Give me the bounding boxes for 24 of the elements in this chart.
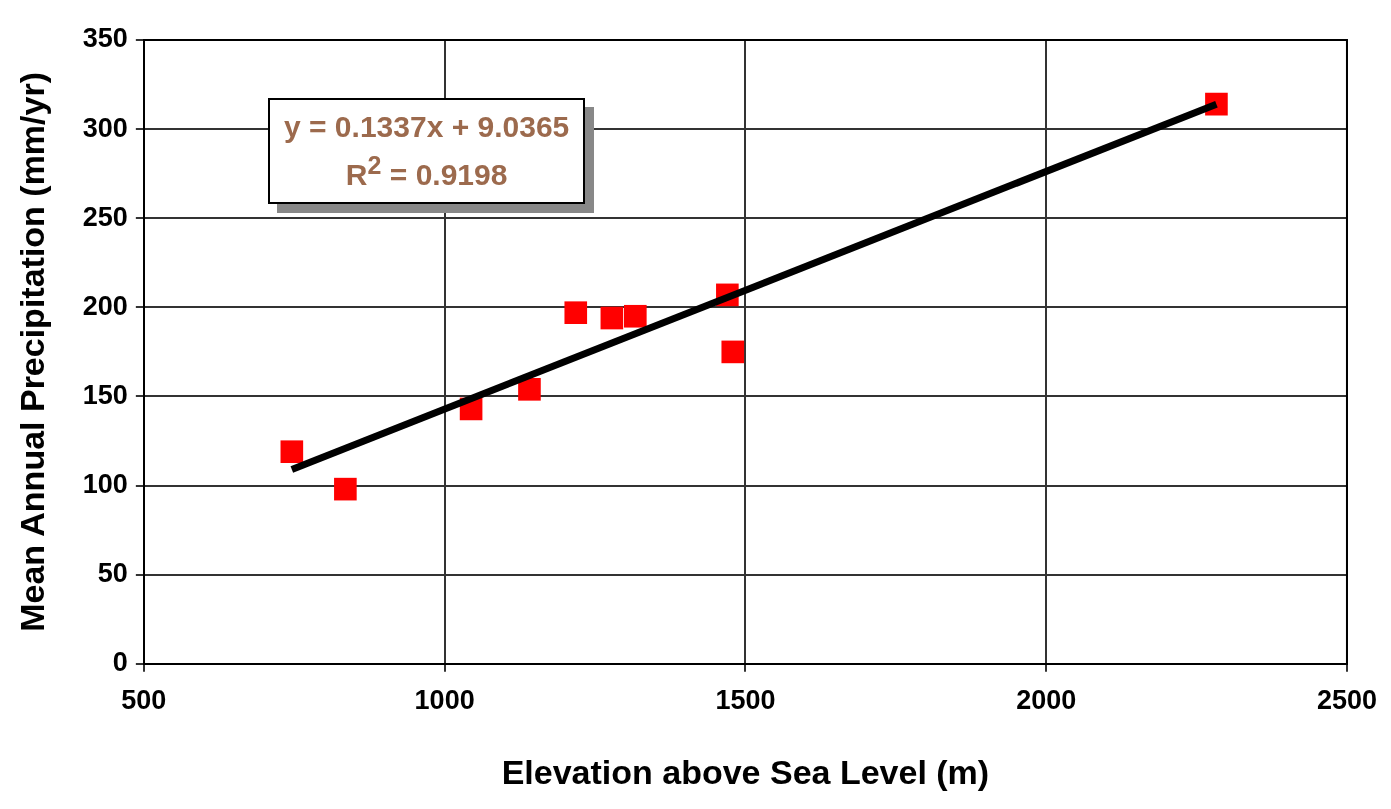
x-tick-label: 2500 [1316, 685, 1378, 716]
y-tick-label: 50 [97, 558, 128, 589]
point [518, 378, 541, 401]
y-tick-label: 200 [82, 290, 128, 321]
point [721, 340, 745, 364]
x-tick-label: 500 [121, 685, 167, 716]
annotation: R$^{2}$ = 0.9198 [344, 150, 509, 193]
y-tick-label: 300 [82, 112, 128, 143]
point [280, 440, 304, 464]
y-tick-label: 350 [82, 23, 128, 54]
point [600, 306, 624, 330]
y-tick-label: 250 [82, 201, 128, 232]
annotation: y = 0.1337x + 9.0365 [284, 109, 570, 145]
point [564, 301, 588, 324]
y-tick-label: 0 [112, 647, 128, 678]
point [624, 304, 647, 328]
y-tick-label: 150 [82, 379, 128, 410]
y-axis-title: Mean Annual Precipitation (mm/yr) [12, 71, 51, 632]
y-tick-label: 100 [82, 469, 128, 500]
x-tick-label: 1500 [715, 685, 776, 716]
point [334, 477, 357, 501]
x-tick-label: 2000 [1016, 685, 1077, 716]
x-tick-label: 1000 [414, 685, 475, 716]
x-axis-title: Elevation above Sea Level (m) [501, 752, 990, 791]
